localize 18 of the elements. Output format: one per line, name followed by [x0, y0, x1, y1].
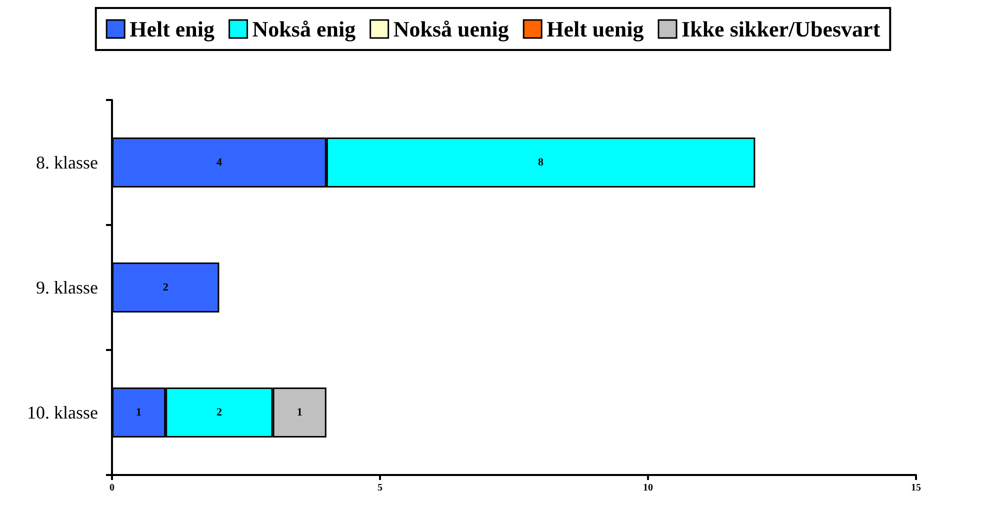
data-label: 8 [538, 156, 544, 168]
y-tick-label: 8. klasse [36, 152, 98, 172]
y-tick-label: 9. klasse [36, 278, 98, 298]
legend-label: Helt enig [130, 16, 215, 42]
data-label: 1 [136, 406, 142, 418]
x-tick-label: 5 [378, 482, 382, 494]
y-tick-label: 10. klasse [27, 402, 98, 422]
data-label: 2 [216, 406, 222, 418]
data-label: 2 [162, 282, 169, 294]
legend-label: Ikke sikker/Ubesvart [682, 16, 881, 42]
legend-label: Helt uenig [546, 16, 644, 42]
x-tick-label: 0 [110, 482, 114, 494]
data-label: 4 [216, 156, 222, 168]
legend-label: Nokså enig [252, 16, 356, 42]
data-label: 1 [296, 406, 302, 418]
x-tick-label: 10 [643, 482, 653, 494]
x-tick-label: 15 [911, 482, 921, 494]
legend-label: Nokså uenig [393, 16, 509, 42]
